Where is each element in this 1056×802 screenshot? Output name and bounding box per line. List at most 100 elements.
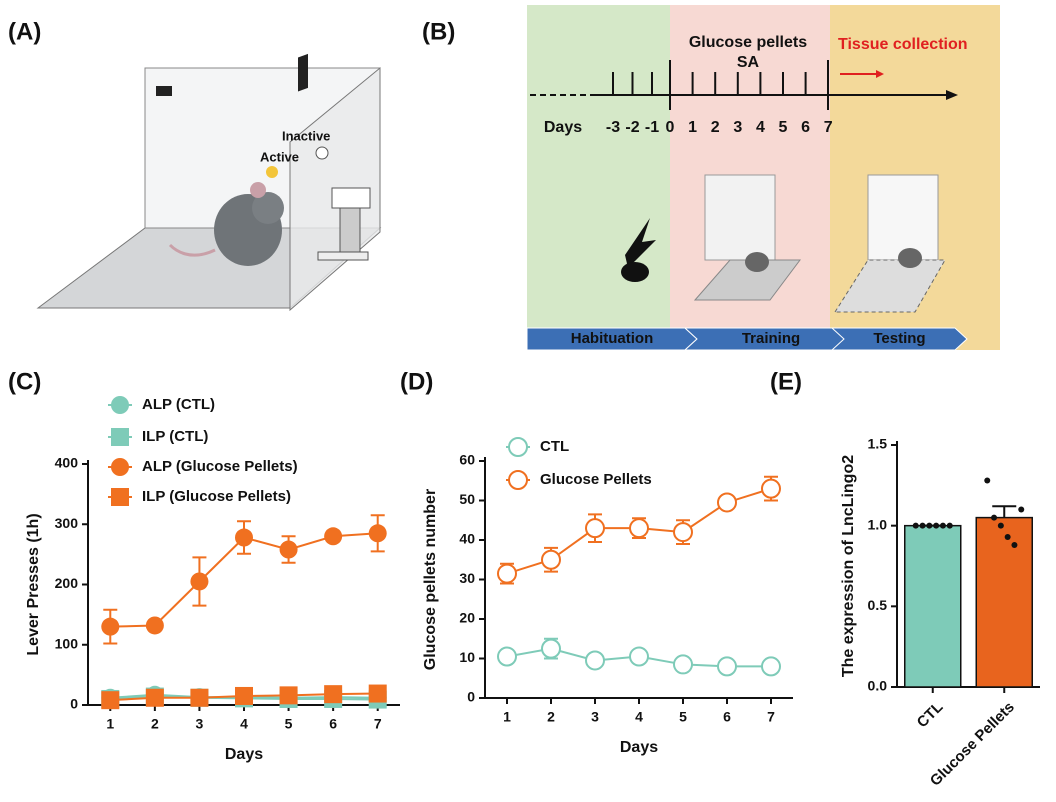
day-tick-label: 7 [824,119,833,136]
panel-label: (C) [8,368,41,395]
y-tick-label: 1.0 [868,516,888,532]
x-tick-label: 4 [635,709,643,725]
day-tick-label: -3 [606,119,620,136]
data-point [946,522,953,529]
day-tick-label: -2 [625,119,639,136]
data-point [190,688,209,707]
legend-label: ILP (Glucose Pellets) [142,488,291,505]
data-point [933,522,940,529]
legend-label: Glucose Pellets [540,471,652,488]
x-tick-label: 3 [196,716,204,732]
y-tick-label: 400 [55,455,79,471]
day-tick-label: 0 [666,119,675,136]
phase-label: Training [742,330,800,347]
y-tick-label: 40 [459,531,475,547]
x-tick-label: 7 [767,709,775,725]
day-tick-label: 6 [801,119,810,136]
panel-label: (A) [8,18,41,45]
sa-label: SA [737,54,760,71]
x-tick-label: 5 [285,716,293,732]
bar [904,524,962,688]
data-point [324,685,343,704]
x-tick-label: 5 [679,709,687,725]
x-axis-label: Days [620,739,658,756]
collection-label: Tissue collection [838,36,968,53]
y-tick-label: 30 [459,570,475,586]
data-point [497,563,517,584]
x-tick-label: CTL [914,699,947,732]
collection-arrow-head [876,70,884,78]
data-point [926,522,933,529]
legend-label: ALP (CTL) [142,396,215,413]
data-point [939,522,946,529]
legend-marker [111,428,129,446]
data-point [368,684,387,703]
data-point [145,688,164,707]
glucose-label: Glucose pellets [689,34,807,51]
active-label: Active [260,149,299,164]
y-tick-label: 200 [55,575,79,591]
data-point [235,686,253,705]
data-point [235,528,253,547]
day-tick-label: 1 [688,119,697,136]
data-point [673,654,693,675]
x-tick-label: 1 [106,716,114,732]
data-point [279,540,298,559]
legend-label: CTL [540,438,569,455]
data-point [991,514,998,521]
data-point [541,638,561,659]
legend-marker [508,437,528,457]
legend-label: ILP (CTL) [142,428,208,445]
x-tick-label: 2 [151,716,159,732]
data-point [761,656,781,677]
x-tick-label: 3 [591,709,599,725]
data-point [101,691,120,710]
y-axis-label: Lever Presses (1h) [25,513,42,655]
data-point [497,646,517,667]
y-tick-label: 0 [70,696,78,712]
y-tick-label: 100 [55,635,79,651]
data-point [717,492,737,513]
legend-marker [508,470,528,490]
phase-label: Testing [873,330,925,347]
y-tick-label: 20 [459,610,475,626]
data-point [1004,533,1011,540]
data-point [673,522,693,543]
panel-b-icons [621,174,946,313]
day-tick-label: 2 [711,119,720,136]
day-tick-label: 3 [733,119,742,136]
day-tick-label: 4 [756,119,765,136]
data-point [1018,506,1025,513]
data-point [368,524,387,543]
data-point [279,686,298,705]
data-point [997,522,1004,529]
y-axis-label: Glucose pellets number [422,489,439,670]
data-point [919,522,926,529]
phase-arrow [830,327,968,351]
y-tick-label: 0.0 [868,678,888,694]
data-point [541,549,561,570]
legend-label: ALP (Glucose Pellets) [142,458,298,475]
data-point [145,616,164,635]
days-label: Days [544,119,582,136]
x-tick-label: 4 [240,716,248,732]
data-point [761,478,781,499]
phase-label: Habituation [571,330,654,347]
bar [975,516,1033,688]
y-tick-label: 1.5 [868,436,888,452]
x-tick-label: 1 [503,709,511,725]
data-point [190,572,209,591]
legend-marker [111,396,129,414]
panel-label: (D) [400,368,433,395]
data-point [984,477,991,484]
error-bar [992,505,1017,518]
x-tick-label: 2 [547,709,555,725]
data-point [912,522,919,529]
data-point [629,518,649,539]
x-tick-label: 6 [723,709,731,725]
y-tick-label: 0 [467,689,475,705]
x-tick-label: 6 [329,716,337,732]
y-tick-label: 50 [459,491,475,507]
y-tick-label: 10 [459,649,475,665]
